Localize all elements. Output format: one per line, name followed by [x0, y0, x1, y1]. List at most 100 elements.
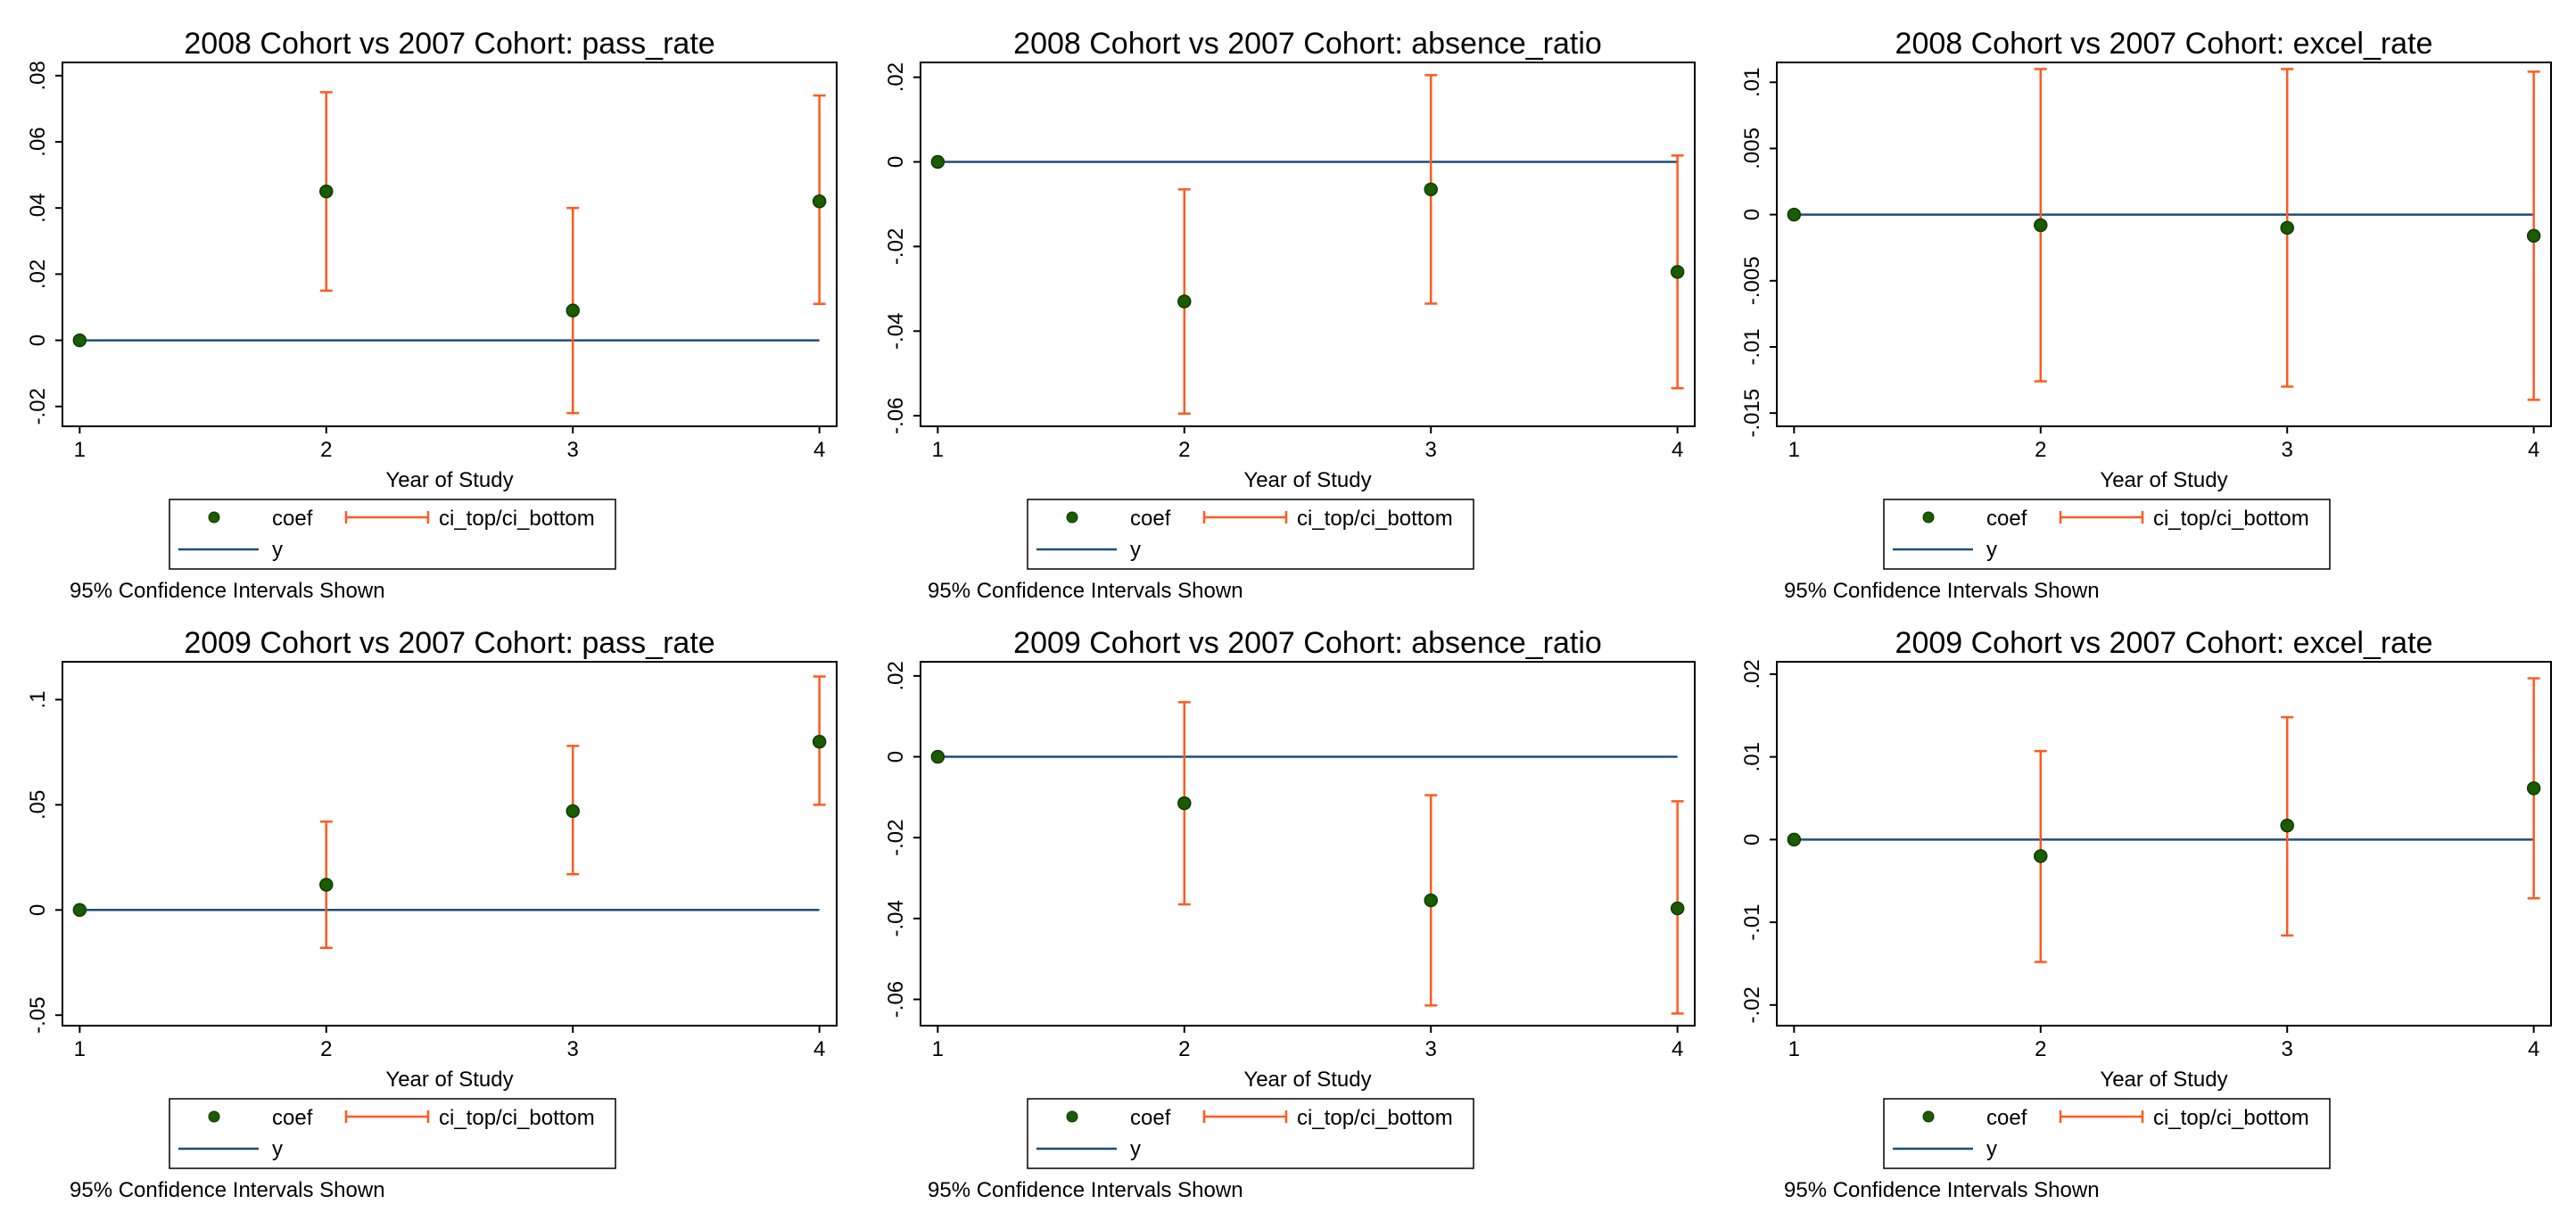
y-tick-label: 0: [26, 334, 50, 346]
coef-point: [1177, 796, 1192, 811]
coef-point: [566, 804, 580, 819]
chart-note: 95% Confidence Intervals Shown: [70, 579, 385, 603]
coef-point: [2526, 228, 2541, 243]
y-tick-label: .02: [884, 62, 908, 92]
x-axis-label: Year of Study: [385, 1068, 513, 1092]
chart-panel: 2008 Cohort vs 2007 Cohort: absence_rati…: [884, 27, 1696, 603]
plot-frame: [920, 661, 1696, 1027]
x-tick-label: 2: [1178, 438, 1190, 462]
coef-point: [72, 903, 87, 918]
x-tick-label: 1: [932, 1037, 944, 1061]
coef-point: [319, 184, 334, 199]
legend-ci-label: ci_top/ci_bottom: [1297, 1106, 1453, 1130]
coef-point: [812, 734, 827, 749]
legend-coef-marker: [208, 511, 220, 524]
chart-note: 95% Confidence Intervals Shown: [928, 579, 1243, 603]
coef-point: [319, 878, 334, 892]
x-tick-label: 2: [320, 1037, 332, 1061]
chart-note: 95% Confidence Intervals Shown: [1784, 1178, 2100, 1202]
y-tick-label: -.04: [884, 313, 908, 350]
y-tick-label: -.02: [884, 228, 908, 265]
x-axis-label: Year of Study: [1243, 1068, 1371, 1092]
y-tick-label: .08: [26, 61, 50, 90]
legend-coef-marker: [1066, 1110, 1078, 1123]
y-tick-label: .02: [1740, 659, 1764, 689]
y-tick-label: -.01: [1740, 328, 1764, 365]
legend-ci-label: ci_top/ci_bottom: [439, 507, 595, 531]
x-tick-label: 1: [1788, 1037, 1800, 1061]
legend-coef-label: coef: [272, 507, 313, 531]
x-tick-label: 4: [1672, 1037, 1683, 1061]
x-axis-label: Year of Study: [2100, 468, 2227, 492]
legend-box: [1027, 499, 1474, 570]
coef-point: [1670, 901, 1685, 916]
coef-point: [1424, 893, 1438, 908]
plot-frame: [1776, 661, 2552, 1027]
x-tick-label: 3: [1425, 438, 1437, 462]
x-tick-label: 4: [813, 438, 825, 462]
legend-box: [1027, 1098, 1474, 1169]
coef-point: [566, 303, 580, 318]
coef-point: [72, 333, 87, 348]
y-tick-label: -.02: [1740, 986, 1764, 1023]
legend-y-label: y: [1986, 1137, 1997, 1161]
legend-coef-marker: [1066, 511, 1078, 524]
plot-frame: [62, 661, 838, 1027]
legend-box: [169, 1098, 616, 1169]
x-tick-label: 2: [1178, 1037, 1190, 1061]
legend-ci-label: ci_top/ci_bottom: [2153, 507, 2309, 531]
x-tick-label: 2: [2035, 1037, 2046, 1061]
chart-title: 2009 Cohort vs 2007 Cohort: absence_rati…: [1013, 626, 1602, 660]
y-tick-label: -.04: [884, 900, 908, 936]
legend-coef-marker: [208, 1110, 220, 1123]
y-tick-label: -.005: [1740, 256, 1764, 305]
x-tick-label: 2: [2035, 438, 2046, 462]
x-tick-label: 1: [1788, 438, 1800, 462]
chart-note: 95% Confidence Intervals Shown: [928, 1178, 1243, 1202]
coef-point: [2280, 818, 2294, 833]
coef-point: [812, 194, 827, 209]
coef-point: [2034, 849, 2048, 863]
chart-title: 2009 Cohort vs 2007 Cohort: excel_rate: [1895, 626, 2433, 660]
y-tick-label: .005: [1740, 128, 1764, 169]
plot-frame: [1776, 62, 2552, 427]
legend-coef-label: coef: [1130, 507, 1171, 531]
y-tick-label: -.015: [1740, 389, 1764, 438]
x-tick-label: 2: [320, 438, 332, 462]
x-tick-label: 1: [932, 438, 944, 462]
chart-panel: 2008 Cohort vs 2007 Cohort: pass_rate -.0…: [26, 27, 838, 603]
y-tick-label: -.02: [884, 820, 908, 856]
y-tick-label: .02: [884, 661, 908, 690]
y-tick-label: .06: [26, 127, 50, 156]
legend-coef-label: coef: [1986, 1106, 2027, 1130]
y-tick-label: -.06: [884, 397, 908, 433]
coef-point: [930, 749, 945, 764]
coef-point: [2034, 218, 2048, 233]
legend-box: [1883, 1098, 2331, 1169]
y-tick-label: -.06: [884, 981, 908, 1018]
y-tick-label: .04: [26, 194, 50, 223]
chart-panel: 2009 Cohort vs 2007 Cohort: pass_rate -.0…: [26, 626, 838, 1202]
legend-y-label: y: [1130, 538, 1141, 562]
coef-point: [1787, 207, 1802, 222]
y-tick-label: -.05: [26, 997, 50, 1034]
legend-coef-label: coef: [1986, 507, 2027, 531]
y-tick-label: .1: [26, 690, 50, 708]
legend-box: [169, 499, 616, 570]
chart-panel: 2008 Cohort vs 2007 Cohort: excel_rate -.…: [1740, 27, 2552, 603]
legend-coef-label: coef: [272, 1106, 313, 1130]
y-tick-label: 0: [1740, 209, 1764, 220]
legend-box: [1883, 499, 2331, 570]
coef-point: [1787, 832, 1802, 847]
coef-point: [1670, 265, 1685, 279]
chart-title: 2008 Cohort vs 2007 Cohort: excel_rate: [1895, 27, 2433, 61]
x-tick-label: 1: [74, 438, 86, 462]
legend-coef-label: coef: [1130, 1106, 1171, 1130]
chart-title: 2009 Cohort vs 2007 Cohort: pass_rate: [184, 626, 714, 660]
chart-title: 2008 Cohort vs 2007 Cohort: pass_rate: [184, 27, 714, 61]
coef-point: [1177, 294, 1192, 309]
y-tick-label: 0: [26, 904, 50, 916]
y-tick-label: .02: [26, 260, 50, 289]
x-tick-label: 3: [567, 438, 579, 462]
legend-y-label: y: [272, 538, 283, 562]
